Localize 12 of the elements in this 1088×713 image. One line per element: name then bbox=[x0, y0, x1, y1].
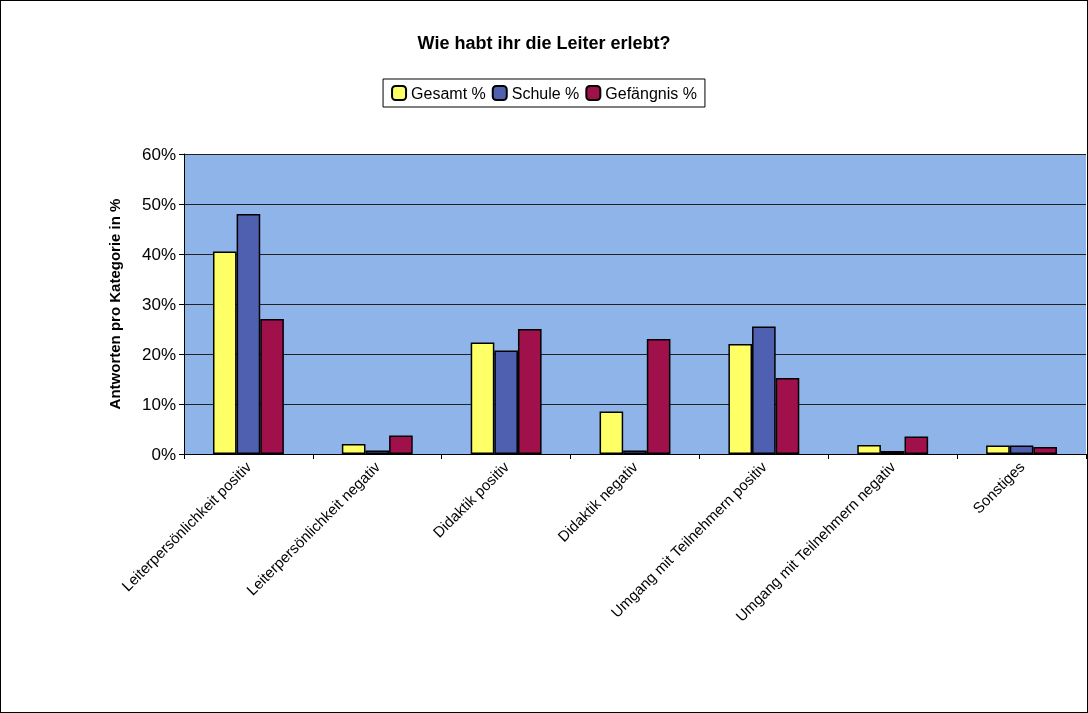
chart-title: Wie habt ihr die Leiter erlebt? bbox=[417, 33, 671, 53]
y-tick-label: 50% bbox=[141, 194, 176, 214]
y-tick-label: 30% bbox=[141, 294, 176, 314]
y-tick-label: 60% bbox=[141, 144, 176, 164]
legend-label: Gefängnis % bbox=[605, 84, 697, 102]
y-tick-label: 20% bbox=[141, 344, 176, 364]
legend-label: Gesamt % bbox=[411, 84, 486, 102]
y-axis-title: Antworten pro Kategorie in % bbox=[106, 198, 123, 410]
y-tick-label: 0% bbox=[151, 444, 176, 464]
y-tick-label: 40% bbox=[141, 244, 176, 264]
y-tick-label: 10% bbox=[141, 394, 176, 414]
legend-label: Schule % bbox=[511, 84, 580, 102]
